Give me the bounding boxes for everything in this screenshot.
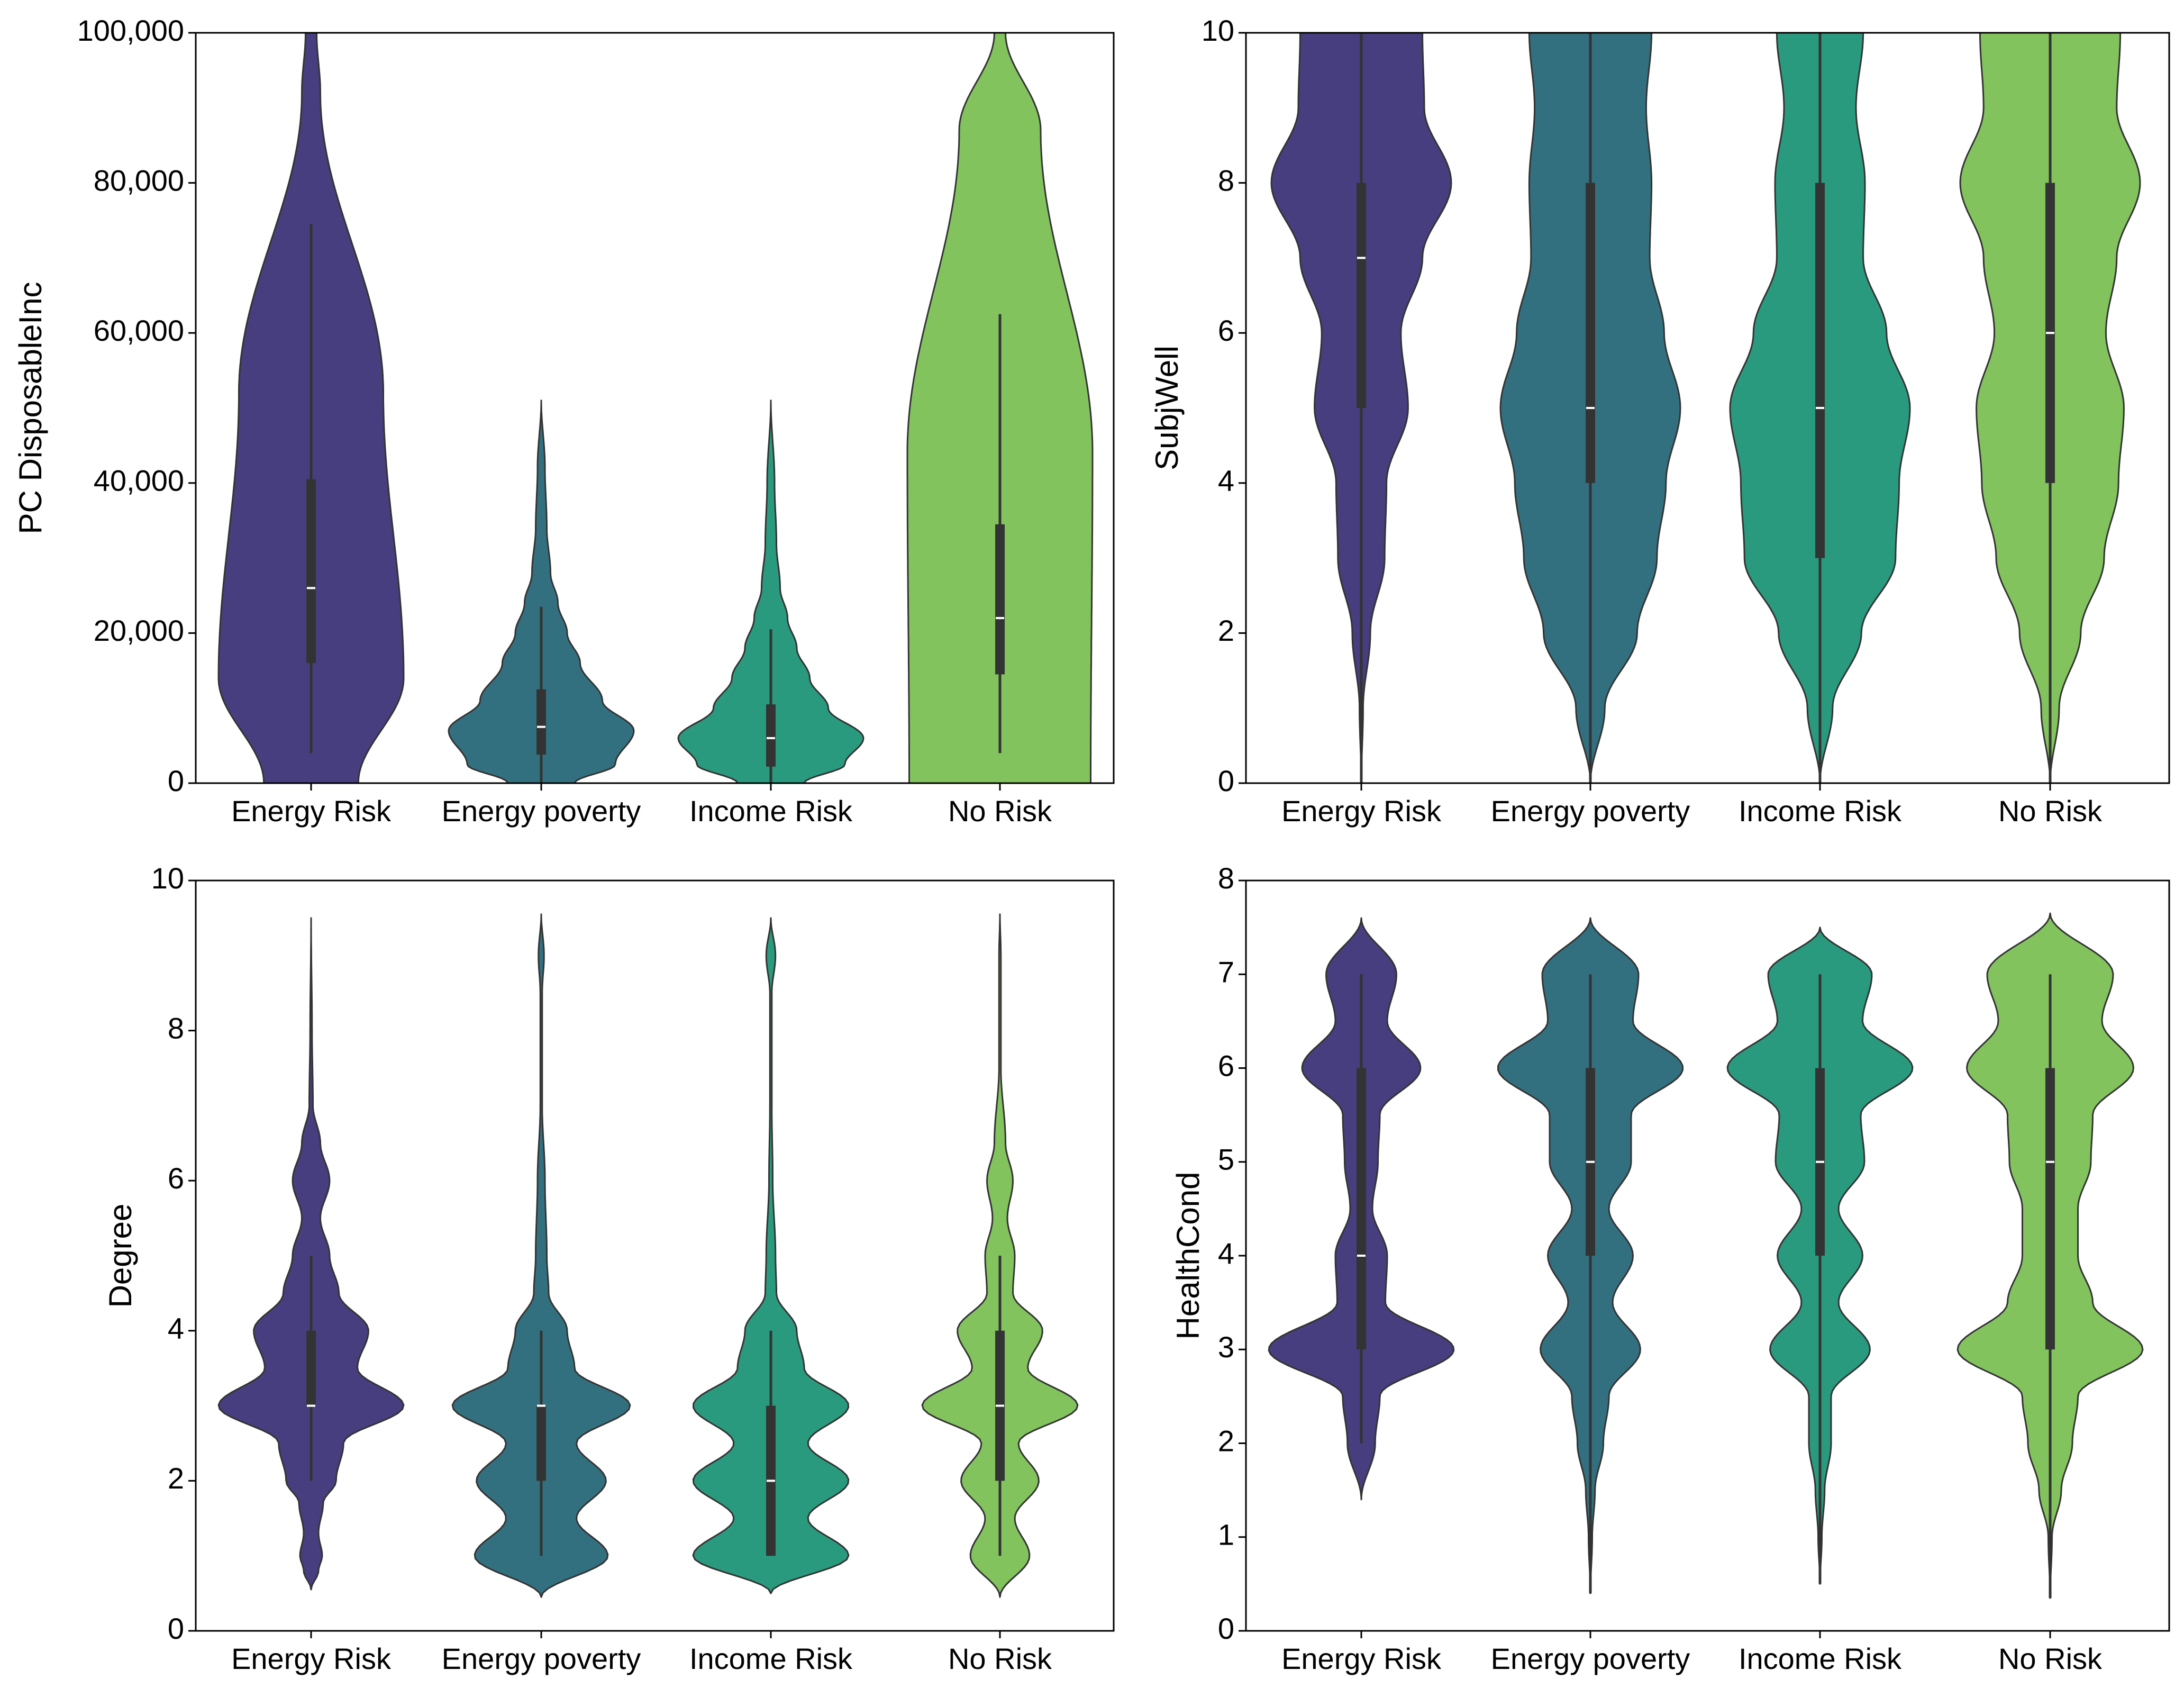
violin-income-risk [677, 400, 865, 784]
y-tick-label: 5 [1218, 1143, 1234, 1176]
y-tick-label: 6 [1218, 314, 1234, 347]
violin-energy-risk [1268, 917, 1455, 1501]
y-tick-label: 4 [168, 1312, 184, 1345]
violin-energy-poverty [1497, 917, 1684, 1594]
y-tick-label: 40,000 [94, 464, 184, 497]
violin-body-energy-poverty [451, 913, 631, 1598]
y-tick-label: 2 [1218, 1424, 1234, 1457]
violin-no-risk [1959, 32, 2141, 784]
y-tick-label: 0 [168, 1612, 184, 1645]
y-tick-label: 6 [1218, 1049, 1234, 1082]
y-tick-label: 0 [1218, 1612, 1234, 1645]
y-tick-label: 8 [168, 1011, 184, 1045]
y-tick-label: 7 [1218, 955, 1234, 988]
y-tick-label: 60,000 [94, 314, 184, 347]
violin-energy-risk [217, 32, 405, 784]
y-tick-label: 100,000 [77, 14, 184, 47]
y-tick-label: 10 [151, 861, 184, 895]
y-axis-label: Degree [103, 1204, 138, 1308]
iqr-box-no-risk [2045, 1068, 2055, 1350]
iqr-box-energy-poverty [1586, 183, 1595, 483]
y-tick-label: 3 [1218, 1330, 1234, 1364]
plot-frame [195, 879, 1115, 1632]
x-tick-label-energy-risk: Energy Risk [231, 794, 392, 828]
violin-energy-poverty [448, 400, 635, 784]
violin-energy-poverty [451, 913, 631, 1598]
x-tick-label-energy-risk: Energy Risk [231, 1642, 392, 1675]
y-tick-label: 6 [168, 1161, 184, 1195]
violin-body-energy-poverty [448, 400, 635, 784]
y-tick-label: 80,000 [94, 164, 184, 197]
x-tick-label-energy-poverty: Energy poverty [442, 1642, 641, 1675]
panel-4: 0 1 2 3 4 5 6 7 8 Energy Risk Energy poverty Income… [1170, 861, 2170, 1675]
violin-no-risk [1957, 912, 2144, 1599]
y-tick-label: 0 [1218, 764, 1234, 797]
y-tick-label: 8 [1218, 861, 1234, 895]
y-tick-label: 4 [1218, 464, 1234, 497]
x-tick-label-no-risk: No Risk [948, 794, 1052, 828]
x-tick-label-energy-poverty: Energy poverty [1491, 1642, 1690, 1675]
iqr-box-energy-poverty [536, 1405, 546, 1481]
iqr-box-energy-risk [1357, 1068, 1366, 1350]
x-tick-label-energy-risk: Energy Risk [1281, 794, 1442, 828]
x-tick-label-income-risk: Income Risk [1739, 794, 1902, 828]
violin-energy-poverty [1499, 32, 1681, 784]
y-axis-label: SubjWell [1149, 346, 1185, 470]
iqr-box-energy-poverty [536, 689, 546, 755]
y-tick-label: 8 [1218, 164, 1234, 197]
violin-body-income-risk [677, 400, 865, 784]
violin-energy-risk [217, 917, 405, 1591]
iqr-box-energy-risk [1357, 183, 1366, 408]
y-axis-label: HealthCond [1170, 1172, 1206, 1340]
iqr-box-income-risk [1815, 183, 1825, 558]
y-tick-label: 4 [1218, 1237, 1234, 1270]
y-tick-label: 0 [168, 764, 184, 797]
violin-energy-risk [1270, 32, 1452, 784]
violin-no-risk [921, 913, 1079, 1598]
panel-1: 0 20,000 40,000 60,000 80,000 100,000 Energy R… [13, 14, 1115, 828]
iqr-box-income-risk [766, 704, 776, 767]
violin-income-risk [1726, 927, 1914, 1585]
violin-income-risk [1729, 32, 1911, 784]
iqr-box-energy-risk [306, 479, 316, 664]
x-tick-label-income-risk: Income Risk [689, 1642, 853, 1675]
plot-frame [1245, 32, 2170, 784]
y-tick-label: 1 [1218, 1518, 1234, 1551]
violin-body-income-risk [692, 917, 850, 1594]
x-tick-label-income-risk: Income Risk [1739, 1642, 1902, 1675]
panel-2: 0 2 4 6 8 10 Energy Risk Energy poverty Income R… [1149, 14, 2170, 828]
y-tick-label: 2 [1218, 614, 1234, 647]
x-tick-label-no-risk: No Risk [1998, 1642, 2103, 1675]
violin-income-risk [692, 917, 850, 1594]
y-tick-label: 20,000 [94, 614, 184, 647]
plot-frame [195, 32, 1115, 784]
x-tick-label-energy-poverty: Energy poverty [1491, 794, 1690, 828]
violin-body-energy-risk [217, 917, 405, 1591]
x-tick-label-energy-risk: Energy Risk [1281, 1642, 1442, 1675]
x-tick-label-no-risk: No Risk [948, 1642, 1052, 1675]
y-tick-label: 10 [1202, 14, 1234, 47]
iqr-box-energy-risk [306, 1330, 316, 1406]
y-tick-label: 2 [168, 1462, 184, 1495]
x-tick-label-income-risk: Income Risk [689, 794, 853, 828]
x-tick-label-no-risk: No Risk [1998, 794, 2103, 828]
panel-3: 0 2 4 6 8 10 Energy Risk Energy poverty Income R… [103, 861, 1115, 1675]
x-tick-label-energy-poverty: Energy poverty [442, 794, 641, 828]
violin-no-risk [906, 32, 1094, 784]
y-axis-label: PC DisposableInc [13, 282, 48, 534]
iqr-box-no-risk [995, 524, 1005, 675]
